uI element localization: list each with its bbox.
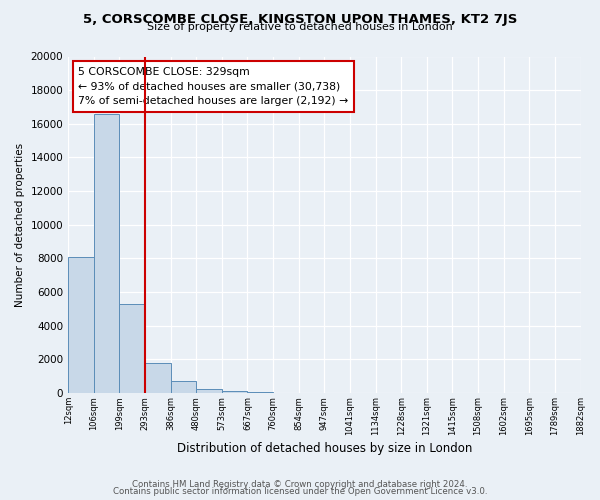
Y-axis label: Number of detached properties: Number of detached properties <box>15 143 25 307</box>
Text: Contains public sector information licensed under the Open Government Licence v3: Contains public sector information licen… <box>113 487 487 496</box>
Bar <box>68 257 94 393</box>
Bar <box>222 390 247 393</box>
Text: Size of property relative to detached houses in London: Size of property relative to detached ho… <box>147 22 453 32</box>
Bar <box>119 304 145 393</box>
Bar <box>196 388 222 393</box>
Bar <box>247 392 273 393</box>
Text: 5 CORSCOMBE CLOSE: 329sqm
← 93% of detached houses are smaller (30,738)
7% of se: 5 CORSCOMBE CLOSE: 329sqm ← 93% of detac… <box>79 66 349 106</box>
Text: 5, CORSCOMBE CLOSE, KINGSTON UPON THAMES, KT2 7JS: 5, CORSCOMBE CLOSE, KINGSTON UPON THAMES… <box>83 12 517 26</box>
Bar <box>94 114 119 393</box>
Text: Contains HM Land Registry data © Crown copyright and database right 2024.: Contains HM Land Registry data © Crown c… <box>132 480 468 489</box>
Bar <box>273 392 299 393</box>
X-axis label: Distribution of detached houses by size in London: Distribution of detached houses by size … <box>176 442 472 455</box>
Bar <box>170 382 196 393</box>
Bar <box>145 363 170 393</box>
